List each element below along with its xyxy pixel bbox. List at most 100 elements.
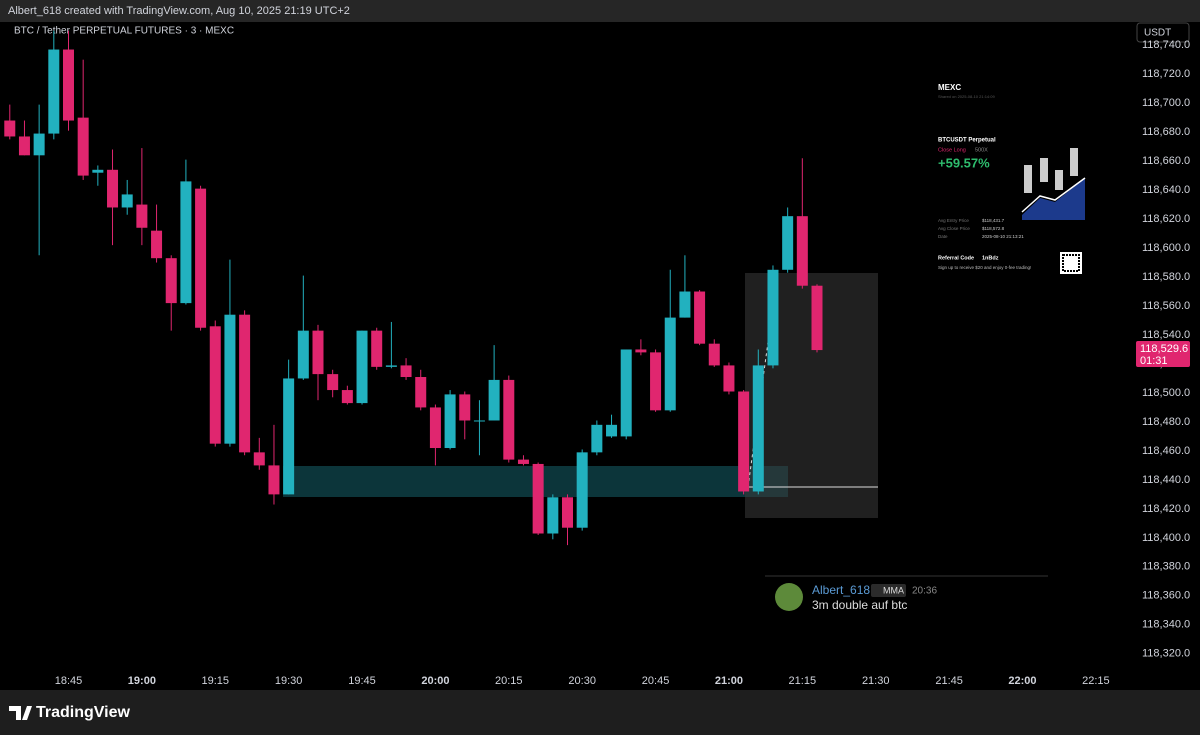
last-price: 118,529.6 <box>1140 343 1188 355</box>
candle-body <box>562 497 573 528</box>
comment-badge: MMA <box>883 585 904 595</box>
y-tick-label: 118,640.0 <box>1142 184 1190 196</box>
card-row-value: $118,572.8 <box>982 226 1005 231</box>
candle-body <box>33 133 45 156</box>
card-row-label: Avg Close Price <box>938 226 970 231</box>
candle-body <box>576 452 588 528</box>
comment-text: 3m double auf btc <box>812 598 907 612</box>
candle-body <box>488 379 500 421</box>
candle-body <box>723 365 735 392</box>
candle-body <box>180 181 192 304</box>
y-tick-label: 118,720.0 <box>1142 68 1190 80</box>
y-tick-label: 118,320.0 <box>1142 648 1190 660</box>
candle-body <box>356 330 368 404</box>
candle-body <box>18 136 30 156</box>
candle-body <box>664 317 676 411</box>
y-tick-label: 118,740.0 <box>1142 39 1190 51</box>
candle-body <box>796 216 808 286</box>
x-tick-label: 20:30 <box>568 675 596 687</box>
y-tick-label: 118,540.0 <box>1142 329 1190 341</box>
card-pair: BTCUSDT Perpetual <box>938 138 996 144</box>
card-art <box>1040 158 1048 182</box>
top-bar <box>0 0 1200 22</box>
qr-code <box>1060 252 1082 274</box>
x-tick-label: 18:45 <box>55 675 83 687</box>
card-row-value: $118,431.7 <box>982 218 1005 223</box>
y-tick-label: 118,680.0 <box>1142 126 1190 138</box>
x-tick-label: 19:30 <box>275 675 303 687</box>
candle-body <box>532 463 544 534</box>
currency-box[interactable] <box>1136 22 1190 43</box>
candle-body <box>77 117 89 176</box>
candle-body <box>371 330 383 367</box>
qr-code <box>1062 254 1080 272</box>
card-row-value: 2025-08-10 21:13:21 <box>982 234 1024 239</box>
y-tick-label: 118,460.0 <box>1142 445 1190 457</box>
y-tick-label: 118,340.0 <box>1142 619 1190 631</box>
y-tick-label: 118,620.0 <box>1142 213 1190 225</box>
candle-body <box>473 420 485 422</box>
candle-body <box>209 326 221 444</box>
y-tick-label: 118,700.0 <box>1142 97 1190 109</box>
y-tick-label: 118,400.0 <box>1142 532 1190 544</box>
y-tick-label: 118,560.0 <box>1142 300 1190 312</box>
card-pnl: +59.57% <box>938 155 990 170</box>
last-price-box <box>1136 341 1190 368</box>
currency[interactable]: USDT <box>1144 28 1171 39</box>
candle-body <box>312 330 324 375</box>
comment-time: 20:36 <box>912 586 937 597</box>
y-tick-label: 118,660.0 <box>1142 155 1190 167</box>
candle-body <box>459 394 471 421</box>
candle-body <box>62 49 74 121</box>
candle-body <box>620 349 632 437</box>
brand: TradingView <box>36 704 131 721</box>
card-rows: Avg Entry Price $118,431.7 Avg Close Price… <box>938 218 1024 239</box>
candle-body <box>341 390 353 404</box>
candle-body <box>165 258 177 304</box>
candle-body <box>195 188 207 328</box>
card-art <box>1055 170 1063 190</box>
symbol: BTC / Tether PERPETUAL FUTURES · 3 · MEX… <box>14 26 234 37</box>
x-tick-label: 22:15 <box>1082 675 1110 687</box>
candle-body <box>107 169 119 208</box>
x-tick-label: 20:15 <box>495 675 523 687</box>
candle-body <box>4 120 16 137</box>
candle-body <box>121 194 133 208</box>
card-art <box>1024 165 1032 193</box>
card-leverage: 500X <box>975 147 988 153</box>
candle-body <box>297 330 309 379</box>
y-tick-label: 118,360.0 <box>1142 590 1190 602</box>
candle-body <box>679 291 691 318</box>
card-exchange: MEXC <box>938 83 961 92</box>
candle-body <box>650 352 662 411</box>
x-tick-label: 22:00 <box>1008 675 1036 687</box>
x-tick-label: 21:45 <box>935 675 963 687</box>
candle-body <box>136 204 148 228</box>
candle-body <box>767 269 779 366</box>
candle-body <box>635 349 647 353</box>
card-art <box>1022 178 1085 220</box>
countdown: 01:31 <box>1140 355 1168 367</box>
card-referral-code: 1nBdz <box>982 255 999 261</box>
candle-body <box>503 379 515 460</box>
logo <box>9 706 32 720</box>
comment-author[interactable]: Albert_618 <box>812 583 870 597</box>
candle-body <box>517 459 529 464</box>
y-tick-label: 118,380.0 <box>1142 561 1190 573</box>
candle-body <box>239 314 251 453</box>
candle-body <box>782 216 794 270</box>
y-tick-label: 118,500.0 <box>1142 387 1190 399</box>
bottom-bar <box>0 690 1200 735</box>
x-tick-label: 20:00 <box>421 675 449 687</box>
card-promo: Sign up to receive $20 and enjoy 0-fee t… <box>938 265 1031 270</box>
y-tick-label: 118,480.0 <box>1142 416 1190 428</box>
card-referral-label: Referral Code <box>938 255 974 261</box>
avatar[interactable] <box>775 583 803 611</box>
share-card: MEXC Shared on 2025-08-10 21:14:09 BTCUS… <box>938 83 1086 274</box>
range-box <box>745 273 878 518</box>
y-tick-label: 118,580.0 <box>1142 271 1190 283</box>
x-tick-label: 19:15 <box>201 675 229 687</box>
candle-body <box>327 374 339 391</box>
